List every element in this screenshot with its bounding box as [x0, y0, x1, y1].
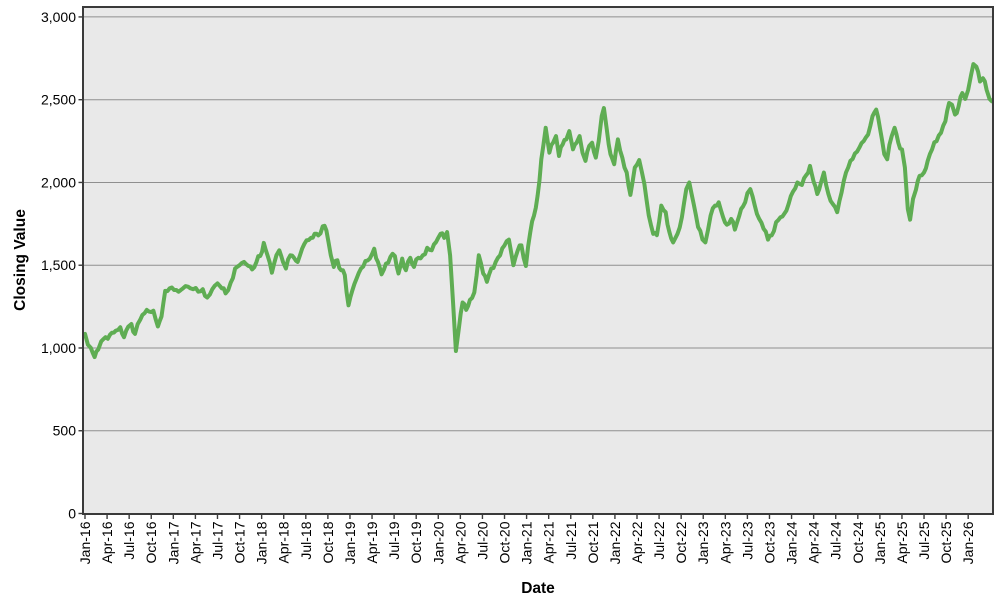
x-tick-label: Oct-18 — [320, 521, 336, 563]
x-tick-label: Oct-24 — [850, 521, 866, 563]
x-tick-label: Oct-25 — [938, 521, 954, 563]
x-tick-label: Apr-25 — [894, 521, 910, 563]
x-tick-label: Jan-26 — [960, 521, 976, 564]
y-axis-ticks: 0 500 1,000 1,500 2,000 2,500 3,000 — [41, 9, 83, 522]
x-axis-title: Date — [521, 580, 555, 597]
x-tick-label: Jan-16 — [77, 521, 93, 564]
x-tick-label: Jul-23 — [739, 521, 755, 559]
x-tick-label: Oct-22 — [673, 521, 689, 563]
y-tick-label: 3,000 — [41, 9, 76, 25]
y-tick-label: 1,000 — [41, 340, 76, 356]
y-tick-label: 1,500 — [41, 257, 76, 273]
x-tick-label: Oct-17 — [232, 521, 248, 563]
x-tick-label: Jul-22 — [651, 521, 667, 559]
x-tick-label: Jul-24 — [828, 521, 844, 559]
x-tick-label: Jan-25 — [872, 521, 888, 564]
y-axis-title: Closing Value — [12, 209, 29, 311]
x-tick-label: Apr-18 — [276, 521, 292, 563]
gridlines — [83, 16, 993, 432]
x-tick-label: Oct-16 — [143, 521, 159, 563]
y-tick-label: 500 — [53, 423, 77, 439]
x-tick-label: Apr-17 — [187, 521, 203, 563]
data-series — [83, 62, 993, 360]
x-tick-label: Jul-19 — [386, 521, 402, 559]
x-tick-label: Apr-24 — [806, 521, 822, 563]
x-tick-label: Apr-22 — [629, 521, 645, 563]
y-tick-label: 0 — [68, 506, 76, 522]
x-tick-label: Apr-20 — [452, 521, 468, 563]
x-tick-label: Oct-19 — [408, 521, 424, 563]
x-tick-label: Jan-21 — [519, 521, 535, 564]
x-tick-label: Oct-20 — [497, 521, 513, 563]
x-tick-label: Apr-21 — [541, 521, 557, 563]
x-tick-label: Oct-23 — [761, 521, 777, 563]
x-tick-label: Jul-25 — [916, 521, 932, 559]
x-tick-label: Jan-24 — [784, 521, 800, 564]
plot-frame — [82, 6, 994, 515]
x-tick-label: Apr-16 — [99, 521, 115, 563]
x-tick-label: Jul-17 — [209, 521, 225, 559]
closing-value-line — [83, 62, 993, 360]
x-tick-label: Jul-16 — [121, 521, 137, 559]
x-tick-label: Jan-17 — [165, 521, 181, 564]
x-tick-label: Apr-19 — [364, 521, 380, 563]
y-tick-label: 2,500 — [41, 92, 76, 108]
x-tick-label: Jan-20 — [430, 521, 446, 564]
x-tick-label: Oct-21 — [585, 521, 601, 563]
x-tick-label: Jan-23 — [695, 521, 711, 564]
x-tick-label: Apr-23 — [717, 521, 733, 563]
x-tick-label: Jan-18 — [254, 521, 270, 564]
x-tick-label: Jan-19 — [342, 521, 358, 564]
x-tick-label: Jan-22 — [607, 521, 623, 564]
plot-area — [83, 7, 993, 514]
x-tick-label: Jul-20 — [474, 521, 490, 559]
x-tick-label: Jul-18 — [298, 521, 314, 559]
x-tick-label: Jul-21 — [563, 521, 579, 559]
y-tick-label: 2,000 — [41, 174, 76, 190]
x-axis-ticks: Jan-16 Apr-16 Jul-16 Oct-16 Jan-17 Apr-17 Jul-… — [77, 514, 976, 564]
